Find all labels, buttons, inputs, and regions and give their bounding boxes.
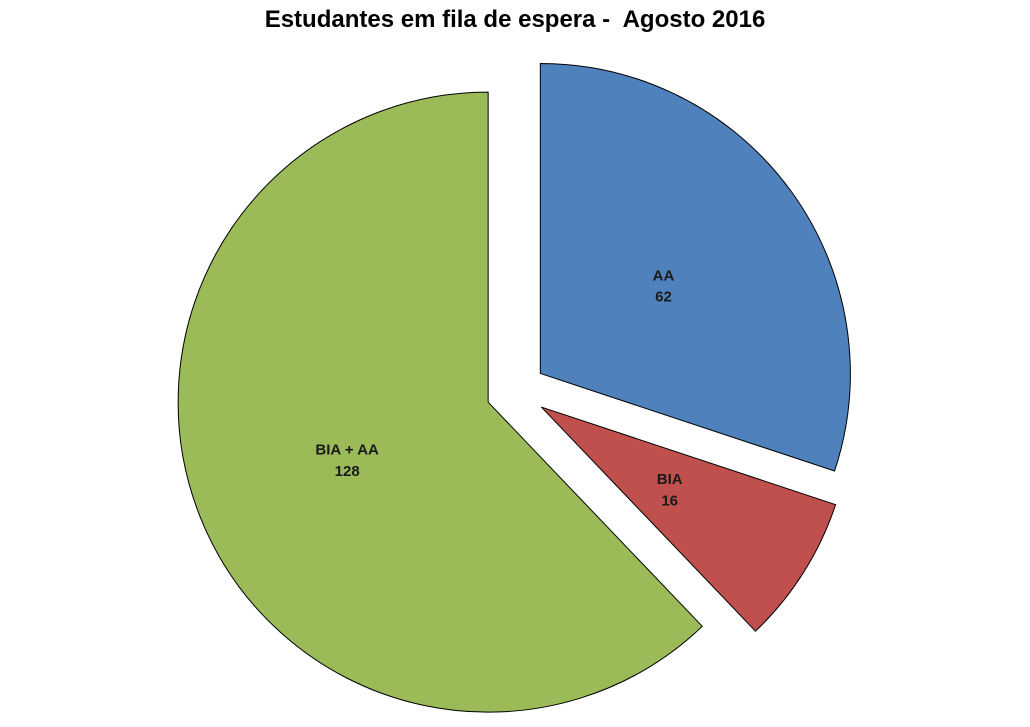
pie-slice-bia — [540, 406, 837, 632]
pie-slice-label-bia: BIA 16 — [657, 471, 683, 509]
pie-slice-label-bia-aa: BIA + AA 128 — [315, 441, 379, 479]
pie-slice-aa — [539, 62, 851, 472]
pie-slice-label-aa: AA 62 — [653, 267, 675, 305]
chart-title: Estudantes em fila de espera - Agosto 20… — [264, 6, 766, 33]
pie-slice-bia-aa — [177, 91, 703, 713]
